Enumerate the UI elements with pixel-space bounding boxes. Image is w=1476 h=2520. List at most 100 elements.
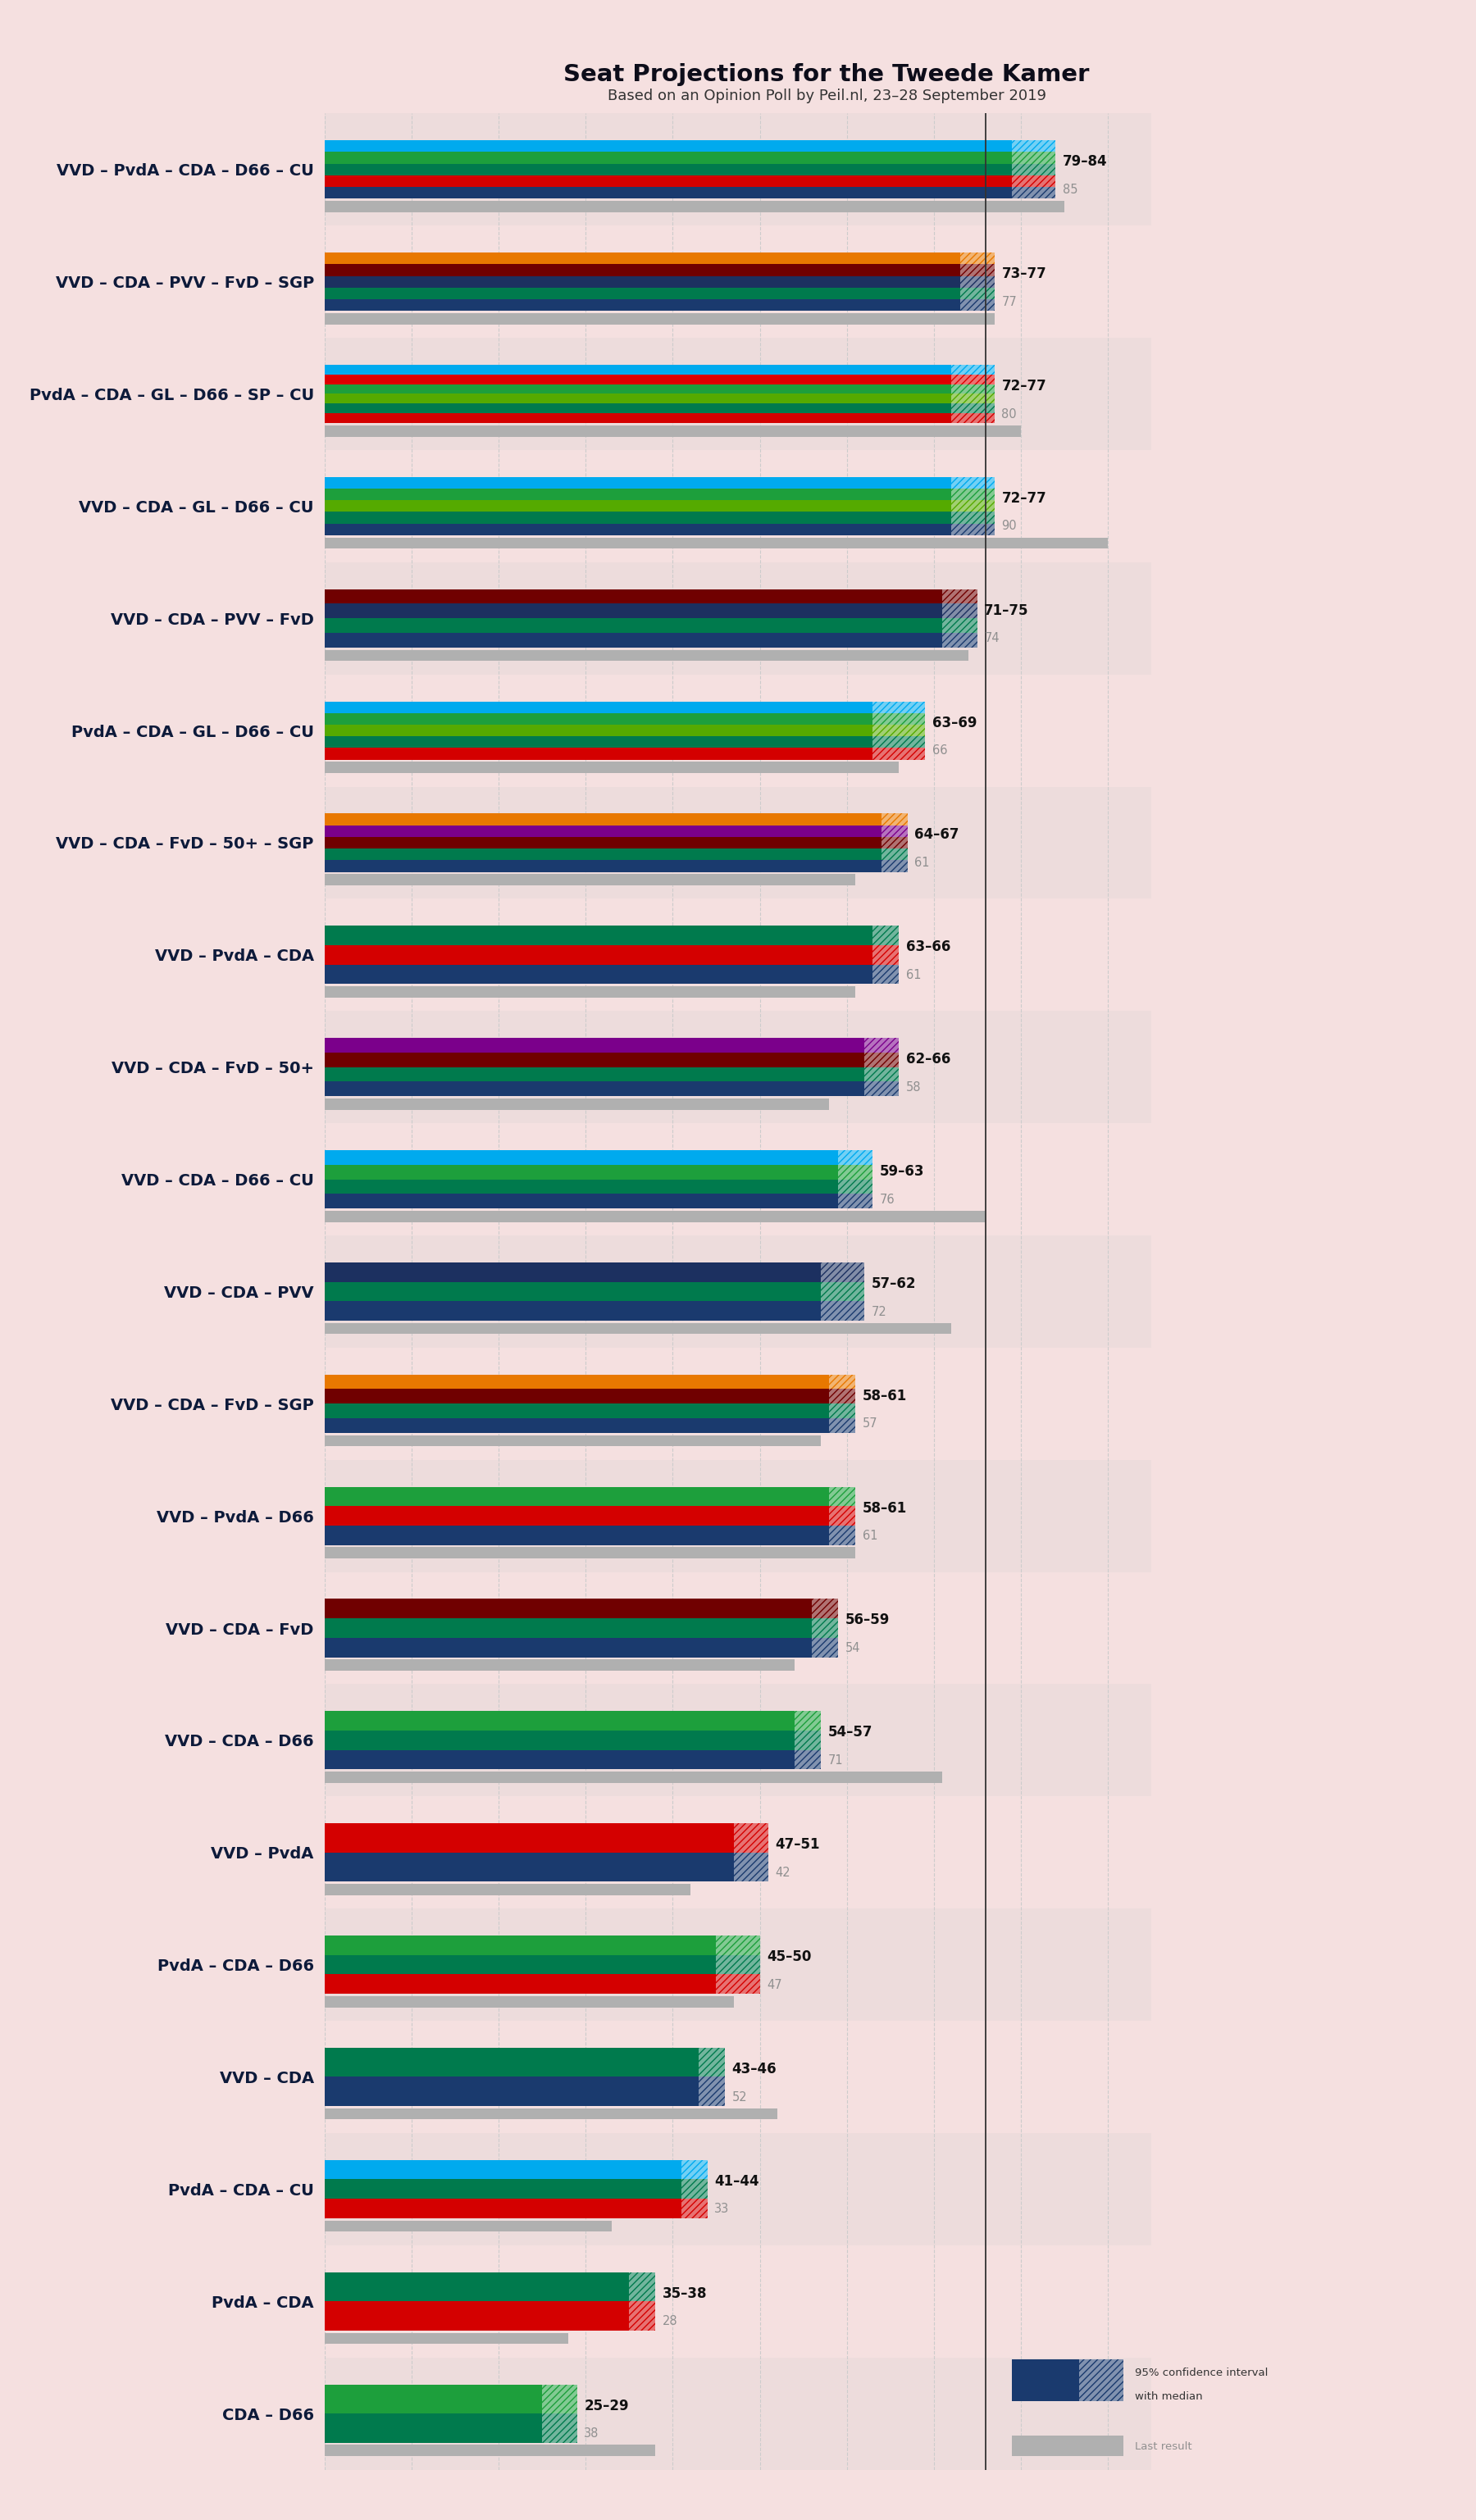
- Bar: [325, 1598, 812, 1618]
- Text: 63–69: 63–69: [931, 716, 977, 731]
- Bar: [881, 814, 908, 824]
- Text: 63–66: 63–66: [906, 940, 951, 955]
- Bar: [830, 1487, 856, 1507]
- Bar: [325, 1066, 863, 1081]
- Bar: [1013, 151, 1055, 164]
- Bar: [830, 1389, 856, 1404]
- Bar: [881, 824, 908, 837]
- Bar: [959, 252, 995, 265]
- Bar: [872, 965, 899, 985]
- Bar: [325, 393, 951, 403]
- Bar: [1011, 2359, 1123, 2402]
- Bar: [794, 1731, 821, 1749]
- Bar: [716, 1976, 760, 1993]
- Bar: [325, 2220, 613, 2233]
- Bar: [325, 2334, 568, 2344]
- Bar: [325, 945, 872, 965]
- Bar: [325, 1419, 830, 1434]
- Bar: [838, 1179, 872, 1194]
- Bar: [830, 1487, 856, 1507]
- Bar: [325, 617, 943, 633]
- Bar: [838, 1164, 872, 1179]
- Bar: [863, 1066, 899, 1081]
- Bar: [821, 1283, 863, 1300]
- Text: 74: 74: [984, 633, 999, 645]
- Bar: [959, 252, 995, 265]
- Text: 72–77: 72–77: [1002, 378, 1046, 393]
- Bar: [872, 701, 925, 713]
- Bar: [325, 403, 951, 413]
- Text: 64–67: 64–67: [915, 827, 959, 842]
- Bar: [881, 814, 908, 824]
- Bar: [698, 2076, 725, 2107]
- Text: 58–61: 58–61: [862, 1502, 906, 1515]
- Bar: [325, 1683, 1151, 1797]
- Text: with median: with median: [1135, 2391, 1203, 2402]
- Bar: [325, 287, 959, 300]
- Text: 47: 47: [766, 1978, 782, 1991]
- Bar: [1013, 141, 1055, 151]
- Bar: [872, 945, 899, 965]
- Bar: [881, 859, 908, 872]
- Bar: [325, 186, 1013, 199]
- Bar: [325, 1956, 716, 1976]
- Bar: [794, 1731, 821, 1749]
- Bar: [325, 985, 856, 998]
- Bar: [830, 1373, 856, 1389]
- Bar: [325, 1772, 943, 1784]
- Bar: [951, 393, 995, 403]
- Bar: [951, 501, 995, 512]
- Bar: [872, 736, 925, 748]
- Bar: [959, 275, 995, 287]
- Text: 25–29: 25–29: [584, 2399, 629, 2414]
- Bar: [716, 1956, 760, 1976]
- Bar: [325, 2273, 629, 2301]
- Bar: [325, 1235, 1151, 1348]
- Bar: [881, 859, 908, 872]
- Bar: [872, 736, 925, 748]
- Bar: [830, 1525, 856, 1545]
- Bar: [325, 2021, 1151, 2132]
- Bar: [325, 1323, 951, 1333]
- Bar: [325, 1099, 830, 1109]
- Bar: [325, 1547, 856, 1557]
- Bar: [951, 375, 995, 383]
- Bar: [951, 403, 995, 413]
- Bar: [325, 675, 1151, 786]
- Bar: [951, 365, 995, 375]
- Bar: [794, 1711, 821, 1731]
- Bar: [325, 2301, 629, 2331]
- Bar: [838, 1179, 872, 1194]
- Bar: [325, 113, 1151, 227]
- Bar: [682, 2160, 707, 2180]
- Bar: [943, 617, 977, 633]
- Bar: [838, 1164, 872, 1179]
- Bar: [951, 489, 995, 501]
- Bar: [951, 413, 995, 423]
- Bar: [325, 786, 1151, 900]
- Bar: [325, 265, 959, 275]
- Bar: [325, 338, 1151, 451]
- Bar: [325, 1011, 1151, 1124]
- Bar: [325, 501, 951, 512]
- Bar: [682, 2200, 707, 2218]
- Bar: [542, 2384, 577, 2414]
- Bar: [716, 1935, 760, 1956]
- Bar: [872, 701, 925, 713]
- Bar: [325, 1507, 830, 1525]
- Bar: [698, 2076, 725, 2107]
- Bar: [872, 713, 925, 726]
- Bar: [716, 1976, 760, 1993]
- Bar: [872, 713, 925, 726]
- Bar: [951, 501, 995, 512]
- Bar: [1013, 141, 1055, 151]
- Bar: [830, 1419, 856, 1434]
- Bar: [951, 413, 995, 423]
- Bar: [325, 141, 1013, 151]
- Bar: [959, 300, 995, 310]
- Bar: [325, 1038, 863, 1053]
- Bar: [812, 1618, 838, 1638]
- Bar: [951, 403, 995, 413]
- Bar: [325, 1404, 830, 1419]
- Bar: [734, 1852, 769, 1882]
